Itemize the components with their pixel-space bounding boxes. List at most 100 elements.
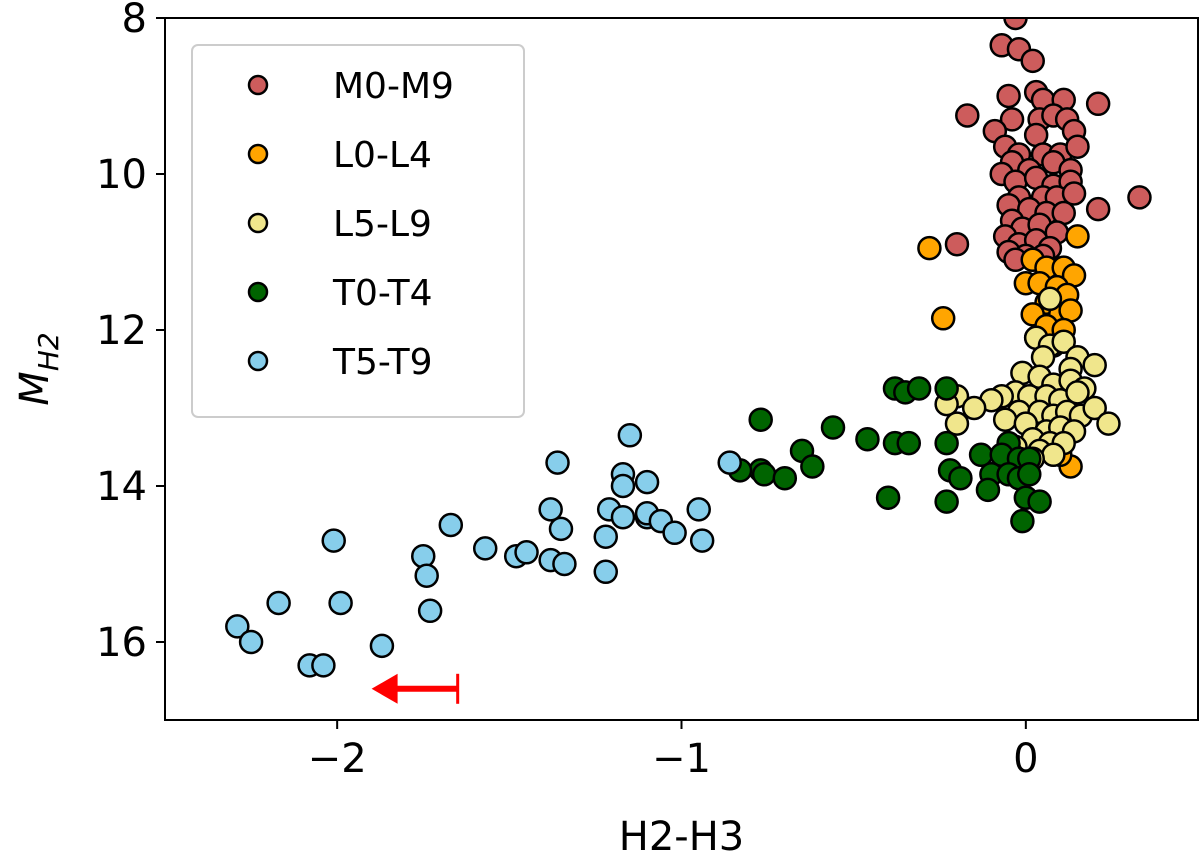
legend-item: L5-L9 [247,204,432,245]
y-tick-label: 14 [96,464,147,510]
data-point [617,423,643,448]
legend-marker [247,212,269,234]
legend-label: L5-L9 [333,204,432,245]
data-point [321,528,346,553]
data-point [1065,224,1090,249]
data-point [662,520,687,546]
legend-label: L0-L4 [333,135,432,176]
legend-marker [247,281,269,303]
x-tick-label: −2 [308,736,367,782]
x-tick-label: 0 [1013,736,1038,782]
data-point [548,516,574,542]
data-point [934,430,959,456]
y-tick-label: 8 [122,0,147,42]
data-point [855,426,880,452]
x-axis-title: H2-H3 [619,814,745,857]
data-point [896,430,922,456]
series-L5-L9 [934,286,1121,471]
data-point [411,543,436,569]
data-point [238,629,264,655]
data-point [992,407,1018,432]
data-point [1030,345,1056,370]
series-T5-T9 [225,423,742,678]
data-point [917,235,942,261]
data-point [961,395,987,421]
data-point [772,465,798,491]
data-point [1082,395,1107,421]
y-axis-title: MH2 [12,332,65,405]
y-tick-label: 12 [96,308,147,354]
legend-marker [247,350,269,372]
data-point [1065,380,1090,405]
legend-marker [247,74,269,96]
data-point [1061,181,1087,206]
x-axis: −2 −1 0 [308,720,1039,782]
legend-label: T5-T9 [332,342,432,383]
x-tick-label: −1 [652,736,711,782]
data-point [975,477,1001,503]
data-point [610,504,636,530]
data-point [472,536,498,561]
data-point [1085,91,1111,117]
data-point [751,462,777,487]
data-point [1065,134,1090,159]
data-point [875,485,901,510]
data-point [1096,411,1121,436]
data-point [930,306,956,331]
data-point [1041,442,1066,468]
data-point [552,551,577,577]
data-point [1017,462,1042,487]
arrow-head [371,673,398,704]
data-point [1010,508,1035,534]
data-point [717,450,742,475]
data-point [955,103,980,128]
data-point [593,559,618,585]
y-axis: 8 10 12 14 16 [96,0,165,666]
data-point [999,107,1025,132]
data-point [800,454,825,479]
data-point [369,633,395,659]
legend-item: T0-T4 [247,273,432,314]
data-point [514,540,539,565]
data-point [1037,286,1063,312]
data-point [948,465,973,491]
data-point [1127,185,1152,210]
data-point [1051,329,1076,354]
data-point [1003,18,1028,31]
data-point [593,524,618,549]
legend-label: M0-M9 [333,66,454,107]
y-axis-title-subscript: H2 [32,332,65,371]
data-point [414,563,439,588]
legend-label: T0-T4 [332,273,432,314]
legend: M0-M9 L0-L4 L5-L9 T0-T4 T5-T9 [191,44,525,418]
legend-marker [247,143,269,165]
data-point [934,376,959,401]
y-tick-label: 16 [96,620,147,666]
data-point [1085,196,1111,222]
data-point [820,415,846,440]
data-point [328,590,353,616]
data-point [1082,352,1107,378]
series-T0-T4 [727,376,1052,534]
data-point [689,528,715,553]
data-point [686,497,711,522]
data-point [438,512,464,538]
data-point [538,497,563,522]
legend-box [191,44,525,418]
data-point [311,653,336,678]
data-point [545,450,570,475]
y-axis-title-main: M [12,371,58,406]
legend-item: M0-M9 [247,66,454,107]
data-point [417,598,443,624]
data-point [748,407,773,432]
data-point [225,614,250,639]
data-point [1027,489,1052,514]
data-point [610,473,636,499]
upper-limit-arrow [371,673,460,704]
data-point [1020,48,1045,74]
data-point [934,489,959,514]
data-point [944,411,970,436]
data-point [634,469,660,495]
series-M0-M9 [944,18,1152,273]
